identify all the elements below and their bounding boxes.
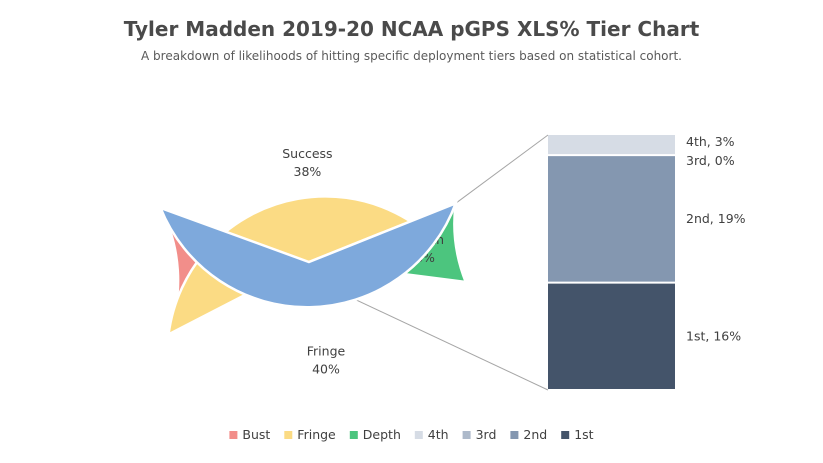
- bar-label-1st: 1st, 16%: [686, 328, 741, 343]
- bar-label-3rd: 3rd, 0%: [686, 153, 735, 168]
- pie-label-success-name: Success: [282, 146, 332, 161]
- bar-label-4th: 4th, 3%: [686, 134, 735, 149]
- pie-label-success-pct: 38%: [294, 164, 322, 179]
- legend-swatch-1st: [561, 431, 570, 439]
- chart-title: Tyler Madden 2019-20 NCAA pGPS XLS% Tier…: [124, 17, 700, 41]
- connector-line-top: [455, 134, 549, 204]
- legend-swatch-fringe: [284, 431, 293, 439]
- legend-label-2nd: 2nd: [523, 427, 547, 442]
- bar-segment-1st: [548, 283, 675, 389]
- legend-swatch-2nd: [510, 431, 519, 439]
- legend-label-3rd: 3rd: [476, 427, 497, 442]
- chart-subtitle: A breakdown of likelihoods of hitting sp…: [141, 49, 682, 63]
- bar-label-2nd: 2nd, 19%: [686, 211, 746, 226]
- legend-label-fringe: Fringe: [297, 427, 336, 442]
- legend-label-1st: 1st: [574, 427, 593, 442]
- pie-slice-success: [158, 201, 458, 309]
- pie-label-fringe-name: Fringe: [307, 344, 346, 359]
- stacked-bar-group: 4th, 3% 3rd, 0% 2nd, 19% 1st, 16%: [548, 134, 746, 389]
- legend: Bust Fringe Depth 4th 3rd 2nd 1st: [229, 427, 594, 442]
- legend-swatch-bust: [229, 431, 238, 439]
- legend-swatch-3rd: [462, 431, 471, 439]
- legend-label-depth: Depth: [363, 427, 401, 442]
- bar-segment-4th: [548, 135, 675, 155]
- legend-label-4th: 4th: [428, 427, 449, 442]
- legend-swatch-4th: [414, 431, 423, 439]
- pie-label-fringe-pct: 40%: [312, 362, 340, 377]
- bar-segment-2nd: [548, 156, 675, 282]
- legend-label-bust: Bust: [242, 427, 270, 442]
- legend-swatch-depth: [349, 431, 358, 439]
